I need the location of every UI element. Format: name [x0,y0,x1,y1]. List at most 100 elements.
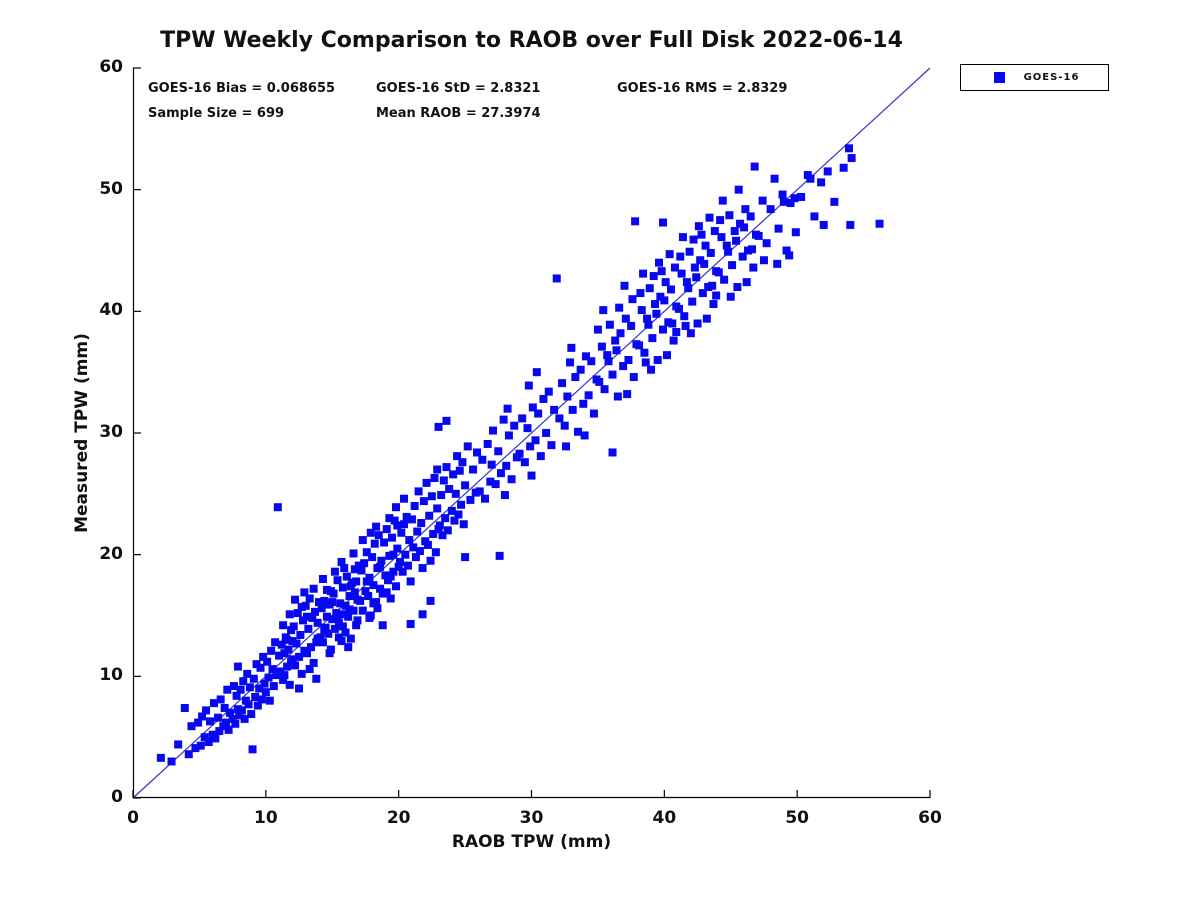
scatter-point [373,604,382,613]
scatter-point [685,247,694,256]
scatter-point [445,484,454,493]
scatter-point [300,588,309,597]
scatter-point [778,190,787,199]
scatter-point [415,547,424,556]
scatter-point [819,220,828,229]
y-tick-label: 0 [111,787,123,807]
scatter-point [660,296,669,305]
scatter-point [303,649,312,658]
scatter-point [846,220,855,229]
scatter-point [724,247,733,256]
scatter-point [562,442,571,451]
scatter-point [701,241,710,250]
scatter-point [344,643,353,652]
scatter-point [655,258,664,267]
x-tick-label: 30 [519,808,544,828]
scatter-point [605,320,614,329]
scatter-point [515,449,524,458]
scatter-point [710,227,719,236]
scatter-point [709,300,718,309]
scatter-point [389,567,398,576]
scatter-point [782,246,791,255]
scatter-point [251,693,260,702]
scatter-point [431,548,440,557]
scatter-point [806,174,815,183]
scatter-point [666,285,675,294]
scatter-point [567,343,576,352]
scatter-point [255,684,264,693]
scatter-point [469,465,478,474]
scatter-point [362,548,371,557]
scatter-point [418,564,427,573]
scatter-point [442,463,451,472]
scatter-point [306,643,315,652]
scatter-point [678,233,687,242]
scatter-point [429,529,438,538]
scatter-point [353,616,362,625]
scatter-point [320,626,329,635]
scatter-point [728,261,737,270]
scatter-point [451,489,460,498]
scatter-point [260,679,269,688]
scatter-point [722,241,731,250]
scatter-point [349,549,358,558]
scatter-point [580,431,589,440]
scatter-point [689,235,698,244]
scatter-point [478,455,487,464]
scatter-point [589,409,598,418]
scatter-point [382,525,391,534]
scatter-point [320,596,329,605]
scatter-point [547,441,556,450]
legend-label: GOES-16 [1023,72,1080,83]
scatter-point [624,356,633,364]
scatter-point [740,223,749,232]
scatter-point [256,663,265,672]
scatter-point [657,267,666,276]
scatter-point [248,745,257,754]
scatter-plot [132,67,931,799]
scatter-point [279,621,288,630]
scatter-point [488,426,497,435]
scatter-point [228,714,237,723]
scatter-point [399,520,408,529]
scatter-point [830,197,839,206]
scatter-point [457,500,466,509]
scatter-point [593,325,602,334]
scatter-point [358,536,367,545]
scatter-point [631,217,640,226]
scatter-point [705,213,714,222]
scatter-point [718,196,727,205]
scatter-point [280,671,289,680]
scatter-point [297,669,306,678]
scatter-point [584,391,593,400]
scatter-point [312,674,321,683]
scatter-point [748,245,757,254]
scatter-point [357,566,366,575]
scatter-point [643,314,652,323]
scatter-point [345,605,354,614]
x-tick-label: 50 [785,808,809,828]
scatter-point [686,329,695,338]
scatter-point [283,635,292,644]
scatter-point [328,615,337,624]
scatter-point [496,469,505,478]
scatter-point [422,478,431,487]
scatter-point [455,466,464,475]
scatter-point [550,405,559,414]
scatter-point [418,610,427,619]
scatter-point [619,362,628,371]
scatter-point [454,510,463,519]
scatter-point [847,154,856,163]
scatter-point [305,594,314,603]
scatter-point [275,651,284,660]
scatter-point [283,662,292,671]
scatter-point [395,557,404,566]
scatter-point [875,219,884,228]
scatter-point [279,675,288,684]
scatter-point [670,263,679,272]
scatter-point [273,503,282,512]
scatter-point [295,652,304,661]
scatter-point [333,576,342,585]
scatter-point [346,582,355,591]
scatter-point [229,682,238,691]
